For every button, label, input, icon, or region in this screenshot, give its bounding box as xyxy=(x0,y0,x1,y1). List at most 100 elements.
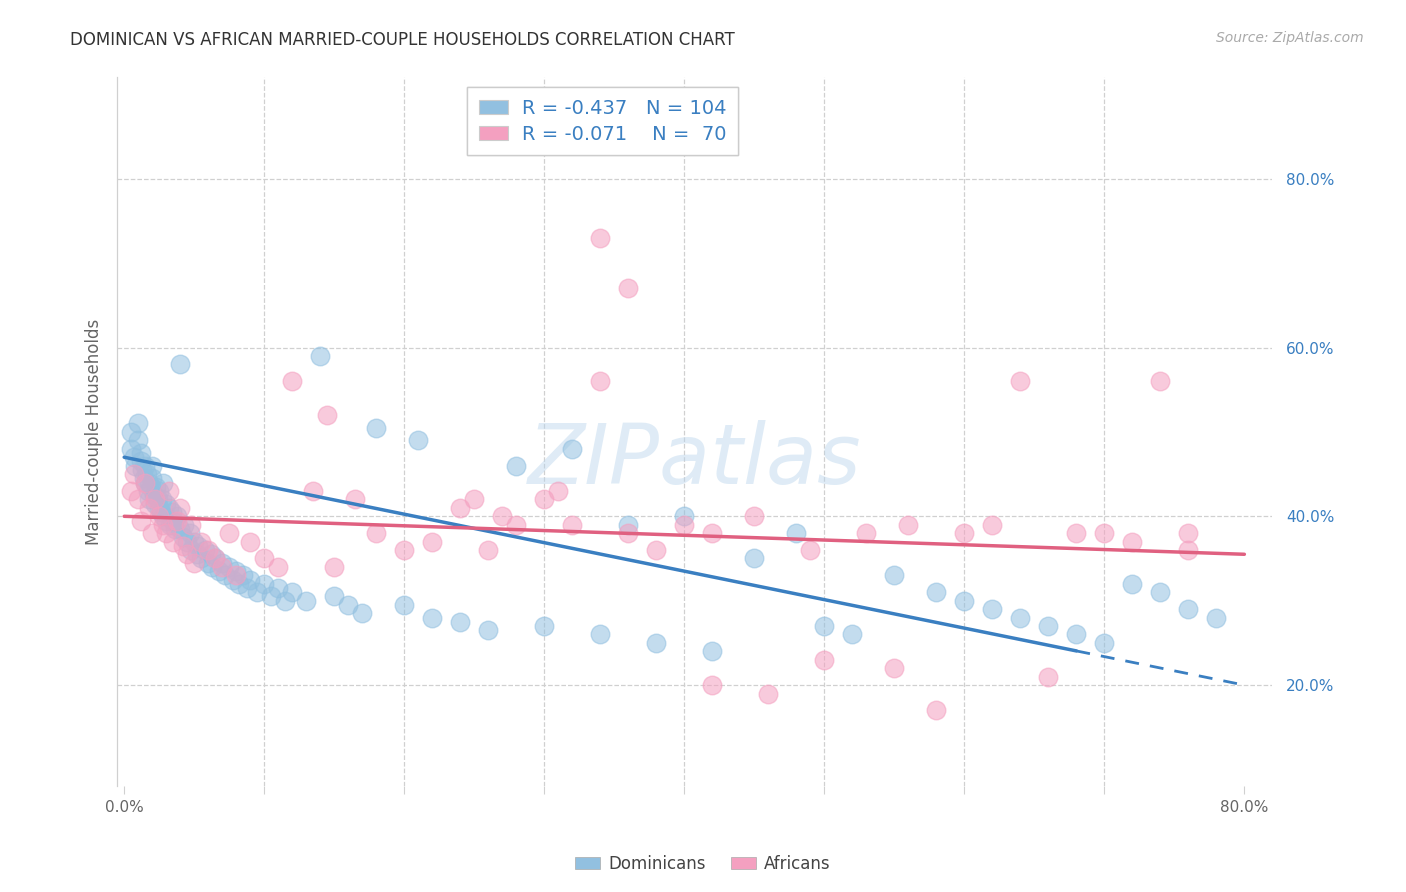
Point xyxy=(253,577,276,591)
Point xyxy=(883,568,905,582)
Point xyxy=(1121,534,1143,549)
Point xyxy=(152,517,174,532)
Point xyxy=(981,517,1004,532)
Point xyxy=(925,585,948,599)
Point xyxy=(162,534,184,549)
Point xyxy=(129,514,152,528)
Point xyxy=(159,517,181,532)
Point xyxy=(129,446,152,460)
Point xyxy=(127,492,149,507)
Point xyxy=(187,539,209,553)
Point xyxy=(394,543,416,558)
Point xyxy=(136,483,159,498)
Point xyxy=(394,598,416,612)
Point xyxy=(344,492,367,507)
Point xyxy=(561,517,583,532)
Point xyxy=(186,547,208,561)
Point xyxy=(1066,526,1088,541)
Point xyxy=(190,534,212,549)
Point xyxy=(236,581,259,595)
Point xyxy=(131,463,153,477)
Point xyxy=(176,534,198,549)
Point xyxy=(742,551,765,566)
Point xyxy=(1149,374,1171,388)
Point xyxy=(166,514,188,528)
Point xyxy=(232,568,254,582)
Point xyxy=(129,454,152,468)
Point xyxy=(180,517,202,532)
Point xyxy=(420,534,443,549)
Point xyxy=(183,534,205,549)
Point xyxy=(617,526,640,541)
Point xyxy=(211,560,233,574)
Point xyxy=(169,358,191,372)
Point xyxy=(589,627,612,641)
Point xyxy=(561,442,583,456)
Point xyxy=(477,543,499,558)
Point xyxy=(211,556,233,570)
Point xyxy=(200,547,222,561)
Point xyxy=(925,703,948,717)
Point xyxy=(139,480,162,494)
Point xyxy=(141,458,163,473)
Point xyxy=(1092,526,1115,541)
Point xyxy=(1010,610,1032,624)
Point xyxy=(172,530,194,544)
Point xyxy=(813,653,835,667)
Point xyxy=(352,607,374,621)
Point xyxy=(145,480,167,494)
Point xyxy=(173,517,195,532)
Point xyxy=(673,517,696,532)
Point xyxy=(194,543,217,558)
Point xyxy=(148,483,170,498)
Point xyxy=(617,517,640,532)
Point xyxy=(883,661,905,675)
Point xyxy=(228,577,250,591)
Text: ZIPatlas: ZIPatlas xyxy=(529,420,862,500)
Point xyxy=(449,500,471,515)
Point xyxy=(157,500,180,515)
Point xyxy=(149,505,172,519)
Point xyxy=(295,593,318,607)
Point xyxy=(120,425,142,439)
Point xyxy=(1149,585,1171,599)
Point xyxy=(176,547,198,561)
Point xyxy=(152,475,174,490)
Point xyxy=(1038,670,1060,684)
Point xyxy=(981,602,1004,616)
Point xyxy=(337,598,360,612)
Point xyxy=(491,509,513,524)
Point xyxy=(155,514,177,528)
Point xyxy=(120,483,142,498)
Point xyxy=(138,475,160,490)
Point xyxy=(155,526,177,541)
Point xyxy=(162,514,184,528)
Point xyxy=(267,560,290,574)
Point xyxy=(138,492,160,507)
Point xyxy=(406,434,429,448)
Point xyxy=(274,593,297,607)
Point xyxy=(316,408,339,422)
Point xyxy=(673,509,696,524)
Point xyxy=(197,543,219,558)
Point xyxy=(143,492,166,507)
Point xyxy=(617,281,640,295)
Point xyxy=(267,581,290,595)
Point xyxy=(204,551,226,566)
Point xyxy=(218,526,240,541)
Text: DOMINICAN VS AFRICAN MARRIED-COUPLE HOUSEHOLDS CORRELATION CHART: DOMINICAN VS AFRICAN MARRIED-COUPLE HOUS… xyxy=(70,31,735,49)
Point xyxy=(120,442,142,456)
Point xyxy=(645,636,668,650)
Point xyxy=(127,434,149,448)
Point xyxy=(742,509,765,524)
Point xyxy=(1092,636,1115,650)
Point xyxy=(134,458,156,473)
Point xyxy=(183,556,205,570)
Point xyxy=(1177,602,1199,616)
Point xyxy=(148,509,170,524)
Point xyxy=(1205,610,1227,624)
Point xyxy=(302,483,325,498)
Point xyxy=(204,551,226,566)
Point xyxy=(146,492,169,507)
Point xyxy=(142,488,165,502)
